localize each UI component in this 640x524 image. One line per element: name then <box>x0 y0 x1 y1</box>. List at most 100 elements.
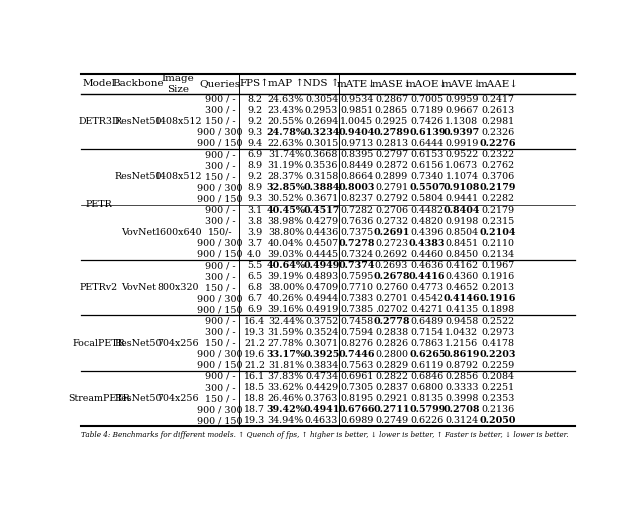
Text: 1600x640: 1600x640 <box>154 228 202 237</box>
Text: 0.9108: 0.9108 <box>444 183 480 192</box>
Text: 0.1916: 0.1916 <box>481 272 515 281</box>
Text: 1.0045: 1.0045 <box>340 117 373 126</box>
Text: 0.6226: 0.6226 <box>411 417 444 425</box>
Text: 0.3536: 0.3536 <box>305 161 339 170</box>
Text: 0.6846: 0.6846 <box>411 372 444 381</box>
Text: 9.2: 9.2 <box>247 172 262 181</box>
Text: 0.2749: 0.2749 <box>375 417 408 425</box>
Text: 0.2613: 0.2613 <box>481 106 515 115</box>
Text: 0.3124: 0.3124 <box>445 417 479 425</box>
Text: 0.7324: 0.7324 <box>340 250 373 259</box>
Text: 8.2: 8.2 <box>247 95 262 104</box>
Text: 0.5804: 0.5804 <box>411 194 444 203</box>
Text: 6.7: 6.7 <box>247 294 262 303</box>
Text: 0.7189: 0.7189 <box>411 106 444 115</box>
Text: 34.94%: 34.94% <box>268 417 304 425</box>
Text: 0.6766: 0.6766 <box>339 405 375 414</box>
Text: 40.64%: 40.64% <box>266 261 305 270</box>
Text: 0.4162: 0.4162 <box>445 261 479 270</box>
Text: 704x256: 704x256 <box>157 339 199 348</box>
Text: 0.5507: 0.5507 <box>409 183 445 192</box>
Text: PETR: PETR <box>86 200 112 209</box>
Text: 38.98%: 38.98% <box>268 216 304 226</box>
Text: 0.4436: 0.4436 <box>305 228 338 237</box>
Text: 0.2981: 0.2981 <box>481 117 515 126</box>
Text: DETR3D: DETR3D <box>78 117 120 126</box>
Text: 704x256: 704x256 <box>157 394 199 403</box>
Text: 0.4773: 0.4773 <box>411 283 444 292</box>
Text: 0.3524: 0.3524 <box>305 328 338 336</box>
Text: 0.9198: 0.9198 <box>445 216 479 226</box>
Text: Backbone: Backbone <box>112 79 164 89</box>
Text: 0.7005: 0.7005 <box>411 95 444 104</box>
Text: 30.52%: 30.52% <box>268 194 304 203</box>
Text: 27.78%: 27.78% <box>268 339 304 348</box>
Text: 0.2701: 0.2701 <box>375 294 408 303</box>
Text: mATE↓: mATE↓ <box>337 79 377 89</box>
Text: 0.3706: 0.3706 <box>481 172 515 181</box>
Text: 900 / 150: 900 / 150 <box>197 361 243 370</box>
Text: 0.7710: 0.7710 <box>340 283 373 292</box>
Text: 0.7594: 0.7594 <box>340 328 373 336</box>
Text: 31.59%: 31.59% <box>268 328 304 336</box>
Text: 150 / -: 150 / - <box>205 394 235 403</box>
Text: 0.3834: 0.3834 <box>305 361 338 370</box>
Text: 0.2838: 0.2838 <box>375 328 408 336</box>
Text: 900 / -: 900 / - <box>205 261 235 270</box>
Text: 0.2050: 0.2050 <box>480 417 516 425</box>
Text: 300 / -: 300 / - <box>205 106 235 115</box>
Text: 0.3054: 0.3054 <box>305 95 338 104</box>
Text: 0.3158: 0.3158 <box>305 172 338 181</box>
Text: 0.3763: 0.3763 <box>305 394 338 403</box>
Text: 9.4: 9.4 <box>247 139 262 148</box>
Text: 0.4279: 0.4279 <box>305 216 338 226</box>
Text: 21.2: 21.2 <box>244 339 265 348</box>
Text: 0.7154: 0.7154 <box>411 328 444 336</box>
Text: 0.3071: 0.3071 <box>305 339 338 348</box>
Text: 19.3: 19.3 <box>244 417 265 425</box>
Text: 0.4941: 0.4941 <box>303 405 340 414</box>
Text: ResNet50: ResNet50 <box>115 339 162 348</box>
Text: 900 / 300: 900 / 300 <box>197 128 243 137</box>
Text: 0.2315: 0.2315 <box>481 216 515 226</box>
Text: 0.2797: 0.2797 <box>375 150 408 159</box>
Text: 18.8: 18.8 <box>244 394 265 403</box>
Text: 3.9: 3.9 <box>247 228 262 237</box>
Text: 0.6961: 0.6961 <box>340 372 374 381</box>
Text: 0.4507: 0.4507 <box>305 239 338 248</box>
Text: 0.3333: 0.3333 <box>445 383 479 392</box>
Text: 0.2322: 0.2322 <box>481 150 515 159</box>
Text: 19.6: 19.6 <box>244 350 265 359</box>
Text: 900 / 150: 900 / 150 <box>197 139 243 148</box>
Text: 0.4542: 0.4542 <box>411 294 444 303</box>
Text: mASE↓: mASE↓ <box>371 79 412 89</box>
Text: 0.8395: 0.8395 <box>340 150 374 159</box>
Text: 0.2973: 0.2973 <box>481 328 515 336</box>
Text: 0.8003: 0.8003 <box>339 183 375 192</box>
Text: 0.7446: 0.7446 <box>339 350 375 359</box>
Text: 0.2921: 0.2921 <box>375 394 408 403</box>
Text: 0.4820: 0.4820 <box>411 216 444 226</box>
Text: 9.3: 9.3 <box>247 128 262 137</box>
Text: 28.37%: 28.37% <box>268 172 304 181</box>
Text: 20.55%: 20.55% <box>268 117 304 126</box>
Text: 0.3925: 0.3925 <box>303 350 340 359</box>
Text: Table 4: Benchmarks for different models. ↑ Quench of fps, ↑ higher is better, ↓: Table 4: Benchmarks for different models… <box>81 431 569 439</box>
Text: 18.5: 18.5 <box>244 383 265 392</box>
Text: 0.1898: 0.1898 <box>481 305 515 314</box>
Text: 900 / 150: 900 / 150 <box>197 305 243 314</box>
Text: 1.1074: 1.1074 <box>445 172 479 181</box>
Text: 0.4178: 0.4178 <box>482 339 515 348</box>
Text: 0.2899: 0.2899 <box>375 172 408 181</box>
Text: 3.8: 3.8 <box>247 216 262 226</box>
Text: 39.03%: 39.03% <box>268 250 304 259</box>
Text: 900 / 300: 900 / 300 <box>197 294 243 303</box>
Text: 0.4396: 0.4396 <box>410 228 444 237</box>
Text: 0.4146: 0.4146 <box>444 294 480 303</box>
Text: 22.63%: 22.63% <box>268 139 304 148</box>
Text: 0.8404: 0.8404 <box>444 205 480 214</box>
Text: 150 / -: 150 / - <box>205 117 235 126</box>
Text: 0.4271: 0.4271 <box>411 305 444 314</box>
Text: 32.85%: 32.85% <box>266 183 305 192</box>
Text: 6.5: 6.5 <box>247 272 262 281</box>
